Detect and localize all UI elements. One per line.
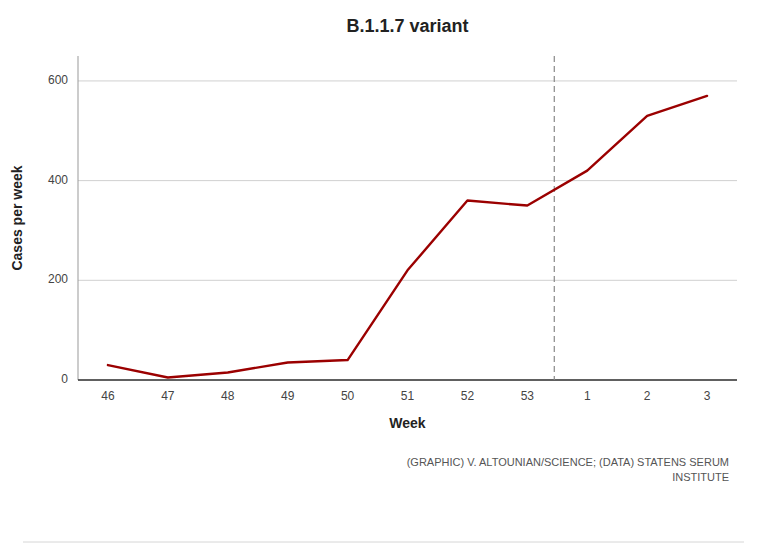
x-tick-label: 48: [221, 389, 235, 403]
separator: [23, 542, 744, 543]
x-tick-label: 50: [341, 389, 355, 403]
title: B.1.1.7 variant: [346, 16, 468, 36]
y-tick-label: 200: [48, 272, 68, 286]
chart-svg: 0 200 400 600 46 47 48 49 50 51 52 53 1 2 3 B.1.1.7 var…: [0, 0, 767, 556]
grid-line: [78, 280, 737, 281]
y-tick-label: 400: [48, 173, 68, 187]
x-tick-label: 1: [584, 389, 591, 403]
reference-line: [554, 56, 555, 380]
caption: (GRAPHIC) V. ALTOUNIAN/SCIENCE; (DATA) S…: [407, 456, 729, 483]
grid-line: [78, 80, 737, 81]
x-tick-label: 52: [461, 389, 475, 403]
x-axis-label: Week: [389, 415, 426, 431]
y-axis-line: [78, 56, 79, 380]
grid-line: [78, 380, 737, 381]
background: [0, 0, 767, 556]
x-tick-label: 2: [644, 389, 651, 403]
x-tick-label: 51: [401, 389, 415, 403]
x-tick-label: 46: [101, 389, 115, 403]
y-tick-label: 0: [61, 372, 68, 386]
x-tick-label: 3: [704, 389, 711, 403]
grid: [78, 81, 737, 380]
x-tick-label: 53: [521, 389, 535, 403]
y-tick-label: 600: [48, 73, 68, 87]
x-tick-label: 47: [161, 389, 175, 403]
y-axis-label: Cases per week: [9, 165, 25, 270]
data-layer: [108, 96, 707, 378]
x-axis-line: [78, 379, 737, 381]
x-tick-label: 49: [281, 389, 295, 403]
data-line: [108, 96, 707, 378]
grid-line: [78, 180, 737, 181]
chart-container: 0 200 400 600 46 47 48 49 50 51 52 53 1 2 3 B.1.1.7 var…: [0, 0, 767, 556]
